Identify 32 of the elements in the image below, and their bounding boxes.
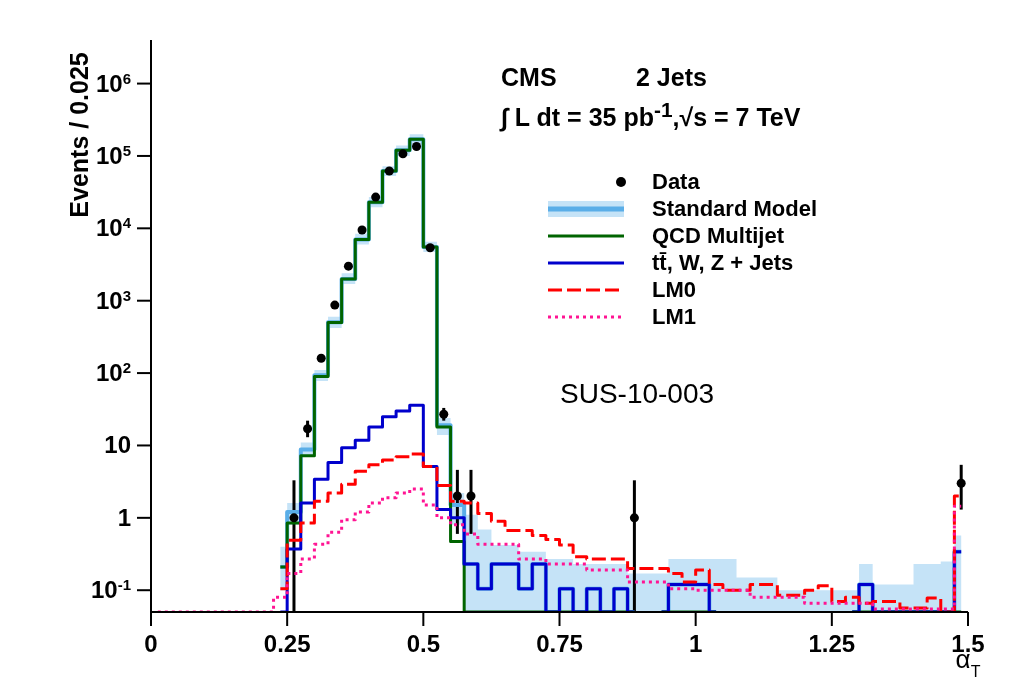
x-tick-label: 1.25 <box>808 630 856 657</box>
point <box>452 491 462 501</box>
y-tick-label: 10 <box>104 431 131 459</box>
annotation: ∫ L dt = 35 pb$^{-1}$,√s = 7 TeV <box>501 98 801 133</box>
point <box>466 491 476 501</box>
legend-label: tt̄, W, Z + Jets <box>652 249 794 276</box>
y-axis-title: Events / 0.025 <box>65 52 93 218</box>
x-tick-label: 1 <box>688 630 703 657</box>
y-tick-label: 10$^{2}$ <box>95 358 131 387</box>
y-tick-label: 10$^{5}$ <box>95 141 131 169</box>
annotation: 2 Jets <box>636 63 707 92</box>
x-tick-label: 0 <box>144 630 158 657</box>
y-tick-label: 10$^{4}$ <box>95 213 132 242</box>
x-tick-label: 0.25 <box>263 630 311 657</box>
annotation: SUS-10-003 <box>560 378 715 410</box>
point <box>956 478 966 488</box>
point <box>629 513 639 523</box>
legend-label: Standard Model <box>652 195 818 222</box>
y-tick-label: 10$^{3}$ <box>95 286 131 314</box>
point <box>412 142 422 152</box>
point <box>289 513 299 523</box>
legend-label: LM0 <box>652 276 696 303</box>
x-tick-label: 0.75 <box>536 630 583 657</box>
y-tick-label: 1 <box>117 503 131 531</box>
y-tick-label: 10$^{6}$ <box>95 69 131 97</box>
annotation: CMS <box>501 63 557 92</box>
legend-label: LM1 <box>652 303 696 330</box>
legend-label: QCD Multijet <box>652 222 784 249</box>
legend-label: Data <box>652 168 700 195</box>
y-tick-label: 10$^{-1}$ <box>90 575 131 604</box>
point <box>303 424 313 434</box>
x-tick-label: 0.5 <box>406 630 441 657</box>
